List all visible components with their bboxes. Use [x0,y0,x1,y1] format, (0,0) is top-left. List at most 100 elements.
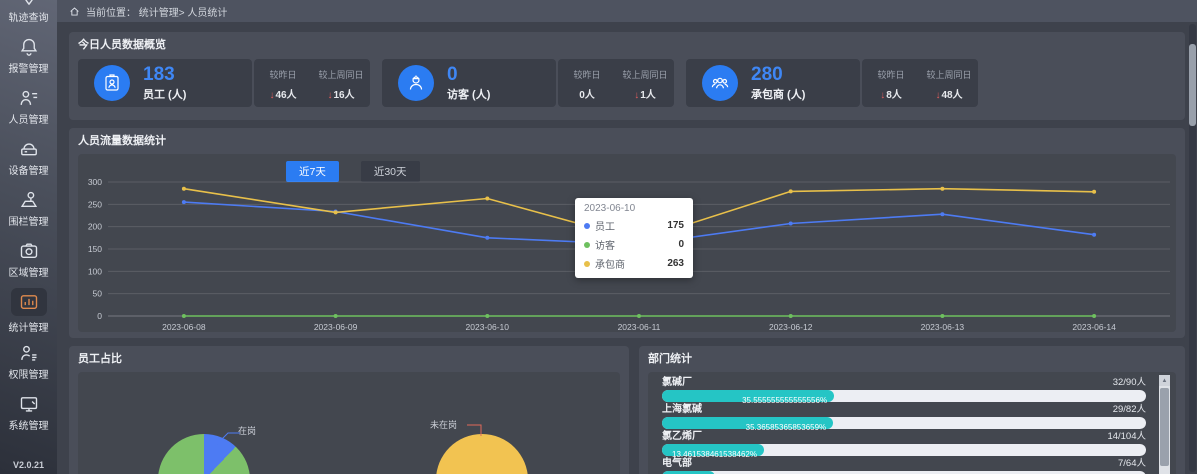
range-tabs: 近7天 近30天 [286,154,1176,182]
svg-text:2023-06-11: 2023-06-11 [618,322,661,332]
stats-icon [10,288,47,316]
sidebar-item-5[interactable]: 区域管理 [0,241,57,292]
sidebar-item-0[interactable]: 轨迹查询 [0,0,57,37]
employee-ratio-title: 员工占比 [78,353,122,365]
pie-chart-1[interactable] [436,434,528,474]
tooltip-row: 访客 0 [584,237,684,252]
department-count: 29/82人 [1112,404,1146,415]
comparison-number: 1人 [640,90,656,101]
tooltip-series-value: 0 [678,239,684,250]
department-bar-fill: 13.461538461538462% [662,444,764,459]
sidebar-item-3[interactable]: 设备管理 [0,139,57,190]
department-bar-track: 35.555555555555556% [662,390,1146,405]
comparison-value: ↓46人 [254,86,312,101]
stat-value: 183 [143,63,175,85]
sidebar-item-4[interactable]: 围栏管理 [0,190,57,241]
department-row: 氯乙烯厂 14/104人 13.461538461538462% [662,432,1146,459]
home-icon[interactable] [69,6,80,17]
sidebar-item-6[interactable]: 统计管理 [0,288,57,343]
department-count: 32/90人 [1112,377,1146,388]
series-dot-icon [584,222,590,229]
breadcrumb: 当前位置： 统计管理> 人员统计 [86,4,227,19]
svg-text:300: 300 [88,177,102,187]
svg-text:2023-06-12: 2023-06-12 [769,322,813,332]
bottom-row: 员工占比 在岗 未在岗 部门统计 氯碱厂 32/90人 35.5555555555… [69,346,1185,474]
sidebar-item-8[interactable]: 系统管理 [0,394,57,445]
sidebar-items: 轨迹查询 报警管理 人员管理 设备管理 围栏管理 区域管理 统计管理 权限管理 … [0,0,57,445]
svg-text:50: 50 [93,289,103,299]
trend-down-icon: ↓ [327,90,333,101]
department-stats-panel: 部门统计 氯碱厂 32/90人 35.555555555555556% 上海氯碱… [639,346,1185,474]
comparison-label: 较昨日 [269,70,297,80]
main-content: 今日人员数据概览 183 员工 (人) 较昨日 ↓46人 较上周同日 ↓16人 … [57,22,1197,474]
department-scrollbar-thumb[interactable] [1160,388,1169,466]
department-row-head: 电气部 7/64人 [662,459,1146,469]
scroll-up-arrow-icon[interactable]: ▲ [1159,375,1170,386]
pie-label-connector [467,424,482,436]
stat-label: 员工 (人) [143,88,187,101]
comparison-label: 较上周同日 [622,70,668,80]
sidebar-item-7[interactable]: 权限管理 [0,343,57,394]
svg-text:250: 250 [88,199,102,209]
comparison-label: 较昨日 [877,70,905,80]
svg-text:0: 0 [97,311,102,321]
stat-label: 访客 (人) [447,88,491,101]
stat-card-comparisons: 较昨日 ↓46人 较上周同日 ↓16人 [254,59,370,107]
tooltip-rows: 员工 175 访客 0 承包商 263 [584,218,684,271]
svg-text:2023-06-13: 2023-06-13 [921,322,965,332]
tooltip-row: 员工 175 [584,218,684,233]
sidebar-item-2[interactable]: 人员管理 [0,88,57,139]
department-count: 14/104人 [1107,431,1146,442]
region-icon [19,241,39,261]
visitor-icon [398,65,434,101]
stat-card-comparisons: 较昨日 ↓8人 较上周同日 ↓48人 [862,59,978,107]
sidebar-item-label: 设备管理 [8,166,49,177]
sidebar-item-1[interactable]: 报警管理 [0,37,57,88]
overview-title: 今日人员数据概览 [78,39,166,51]
stat-card-0: 183 员工 (人) 较昨日 ↓46人 较上周同日 ↓16人 [78,59,370,107]
overview-cards: 183 员工 (人) 较昨日 ↓46人 较上周同日 ↓16人 0 访客 (人) … [78,59,1176,107]
comparison-value: ↓16人 [312,86,370,101]
department-bar-fill: 10.9375% [662,471,716,474]
department-percent: 35.555555555555556% [742,396,828,405]
stat-card-text: 183 员工 (人) [143,63,187,102]
stat-card-1: 0 访客 (人) 较昨日 0人 较上周同日 ↓1人 [382,59,674,107]
permission-icon [19,343,39,363]
department-row-head: 氯乙烯厂 14/104人 [662,432,1146,442]
department-bar-fill: 35.36585365853659% [662,417,834,432]
department-stats-title: 部门统计 [648,353,692,365]
breadcrumb-path[interactable]: 统计管理> 人员统计 [138,7,228,19]
tooltip-series-name: 访客 [595,241,615,252]
tooltip-series-value: 175 [667,220,684,231]
tooltip-series-name: 承包商 [595,260,625,271]
comparison: 较上周同日 ↓16人 [312,59,370,107]
tab-range-1[interactable]: 近30天 [360,161,420,182]
pie-label: 未在岗 [430,420,458,430]
chart-tooltip: 2023-06-10 员工 175 访客 0 承包商 263 [575,198,693,278]
tab-range-0[interactable]: 近7天 [286,161,339,182]
stat-value: 280 [751,63,783,85]
sidebar: 轨迹查询 报警管理 人员管理 设备管理 围栏管理 区域管理 统计管理 权限管理 … [0,0,57,474]
overview-panel: 今日人员数据概览 183 员工 (人) 较昨日 ↓46人 较上周同日 ↓16人 … [69,32,1185,120]
comparison-label: 较上周同日 [318,70,364,80]
department-row-head: 氯碱厂 32/90人 [662,378,1146,388]
svg-text:2023-06-10: 2023-06-10 [466,322,510,332]
svg-text:2023-06-08: 2023-06-08 [162,322,206,332]
comparison-number: 16人 [333,90,355,101]
group-icon [702,65,738,101]
comparison-value: 0人 [558,86,616,101]
stat-card-main: 0 访客 (人) [382,59,556,107]
comparison-value: ↓8人 [862,86,920,101]
comparison: 较上周同日 ↓48人 [920,59,978,107]
trend-down-icon: ↓ [269,90,275,101]
fence-icon [19,190,39,210]
svg-text:2023-06-09: 2023-06-09 [314,322,358,332]
stat-card-text: 280 承包商 (人) [751,63,806,102]
comparison: 较上周同日 ↓1人 [616,59,674,107]
department-scrollbar: ▲ [1159,375,1170,474]
department-bar-track: 35.36585365853659% [662,417,1146,432]
stat-card-text: 0 访客 (人) [447,64,491,102]
stat-label: 承包商 (人) [751,88,806,101]
page-scrollbar-thumb[interactable] [1189,44,1196,126]
